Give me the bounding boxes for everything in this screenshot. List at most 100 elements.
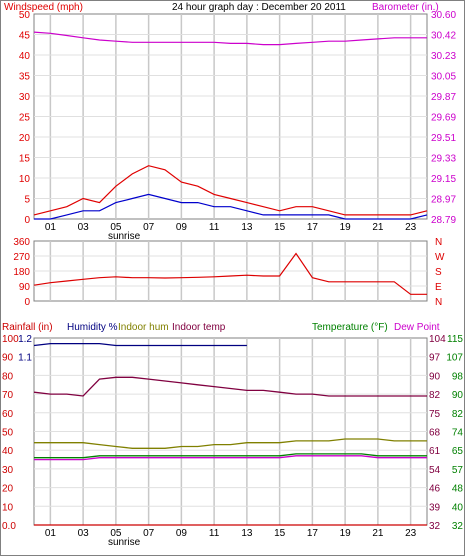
wind-tick-label: 10 [19, 174, 31, 185]
barometer-tick-label: 29.87 [431, 92, 456, 103]
hour-tick-label: 21 [372, 528, 384, 539]
barometer-tick-label: 29.33 [431, 154, 456, 165]
temperature-tick-label: 40 [452, 502, 464, 513]
indoor-temp-tick-label: 61 [429, 446, 441, 457]
compass-tick-label: E [435, 282, 442, 293]
temperature-tick-label: 90 [452, 390, 464, 401]
rain-tick-label: 70 [2, 390, 14, 401]
temperature-tick-label: 48 [452, 484, 464, 495]
temperature-tick-label: 74 [452, 428, 464, 439]
rain-tick-label: 0.0 [2, 521, 16, 532]
hour-tick-label: 23 [405, 222, 417, 233]
direction-tick-label: 90 [19, 282, 31, 293]
barometer-tick-label: 29.69 [431, 113, 456, 124]
indoor-temp-tick-label: 54 [429, 465, 441, 476]
wind-tick-label: 15 [19, 154, 31, 165]
rain-tick-label: 100 [2, 334, 19, 345]
wind-tick-label: 25 [19, 113, 31, 124]
dew-point-legend: Dew Point [394, 322, 440, 333]
indoor-temp-tick-label: 104 [429, 334, 446, 345]
direction-tick-label: 360 [13, 237, 30, 248]
indoor-temp-tick-label: 75 [429, 409, 441, 420]
temperature-legend: Temperature (°F) [312, 322, 388, 333]
barometer-tick-label: 28.97 [431, 195, 456, 206]
wind-tick-label: 50 [19, 10, 31, 21]
hour-tick-label: 01 [45, 222, 57, 233]
direction-tick-label: 0 [24, 297, 30, 308]
temperature-tick-label: 98 [452, 371, 464, 382]
rain-tick-label: 50 [2, 428, 14, 439]
hour-tick-label: 11 [209, 528, 220, 539]
series-line-dew_point [34, 455, 427, 461]
wind-tick-label: 40 [19, 51, 31, 62]
humidity-legend: Humidity % [67, 322, 118, 333]
series-line-wind_gust [33, 165, 428, 216]
indoor-temp-tick-label: 46 [429, 484, 441, 495]
barometer-tick-label: 28.79 [431, 215, 456, 226]
barometer-tick-label: 30.42 [431, 31, 456, 42]
indoor-temp-tick-label: 39 [429, 502, 441, 513]
indoor-temp-tick-label: 32 [429, 521, 441, 532]
wind-tick-label: 0 [24, 215, 30, 226]
barometer-tick-label: 30.60 [431, 10, 456, 21]
compass-tick-label: S [435, 267, 442, 278]
hour-tick-label: 19 [340, 528, 352, 539]
wind-axis-title: Windspeed (mph) [4, 2, 83, 13]
temperature-tick-label: 115 [447, 334, 463, 345]
hour-tick-label: 13 [241, 528, 253, 539]
series-line-wind_avg [34, 193, 428, 220]
hour-tick-label: 21 [372, 222, 384, 233]
series-line-barometer [33, 31, 427, 46]
hour-tick-label: 03 [78, 528, 90, 539]
hour-tick-label: 07 [143, 222, 155, 233]
hour-tick-label: 15 [274, 528, 286, 539]
series-line-indoor_hum [34, 438, 427, 449]
rain-tick-label: 30 [2, 465, 14, 476]
rain-tick-label: 20 [2, 484, 14, 495]
compass-tick-label: W [435, 252, 445, 263]
hour-tick-label: 17 [307, 222, 319, 233]
indoor-temp-tick-label: 82 [429, 390, 441, 401]
hour-tick-label: 13 [241, 222, 253, 233]
indoor-temp-tick-label: 97 [429, 353, 441, 364]
series-line-indoor_temp [33, 376, 427, 397]
hour-tick-label: 03 [78, 222, 90, 233]
direction-tick-label: 270 [13, 252, 30, 263]
rain-tick-label: 10 [2, 502, 14, 513]
hour-tick-label: 09 [176, 222, 188, 233]
indoor-temp-tick-label: 68 [429, 428, 441, 439]
hour-tick-label: 23 [405, 528, 417, 539]
sunrise-label: sunrise [108, 537, 141, 548]
barometer-tick-label: 30.05 [431, 72, 456, 83]
hour-tick-label: 19 [340, 222, 352, 233]
temperature-tick-label: 57 [452, 465, 464, 476]
wind-tick-label: 5 [24, 195, 30, 206]
wind-tick-label: 45 [19, 31, 31, 42]
rain-tick-label: 90 [2, 353, 14, 364]
barometer-tick-label: 30.23 [431, 51, 456, 62]
hour-tick-label: 05 [110, 528, 122, 539]
series-line-humidity [33, 342, 247, 347]
rain-tick-label: 40 [2, 446, 14, 457]
barometer-axis-title: Barometer (in.) [372, 2, 439, 13]
series-line-direction [33, 252, 427, 295]
temperature-tick-label: 32 [452, 521, 464, 532]
rain-tick-label: 60 [2, 409, 14, 420]
hour-tick-label: 01 [45, 528, 57, 539]
barometer-tick-label: 29.15 [431, 174, 456, 185]
compass-tick-label: N [435, 237, 442, 248]
temperature-tick-label: 65 [452, 446, 464, 457]
wind-tick-label: 20 [19, 133, 31, 144]
rainfall-legend: Rainfall (in) [2, 322, 53, 333]
hour-tick-label: 07 [143, 528, 155, 539]
hour-tick-label: 05 [110, 222, 122, 233]
hour-tick-label: 17 [307, 528, 319, 539]
barometer-tick-label: 29.51 [431, 133, 456, 144]
chart-title: 24 hour graph day : December 20 2011 [172, 2, 346, 13]
rain-tick-label: 80 [2, 371, 14, 382]
hour-tick-label: 15 [274, 222, 286, 233]
hour-tick-label: 11 [209, 222, 220, 233]
indoor-temp-legend: Indoor temp [172, 322, 226, 333]
direction-tick-label: 180 [13, 267, 30, 278]
